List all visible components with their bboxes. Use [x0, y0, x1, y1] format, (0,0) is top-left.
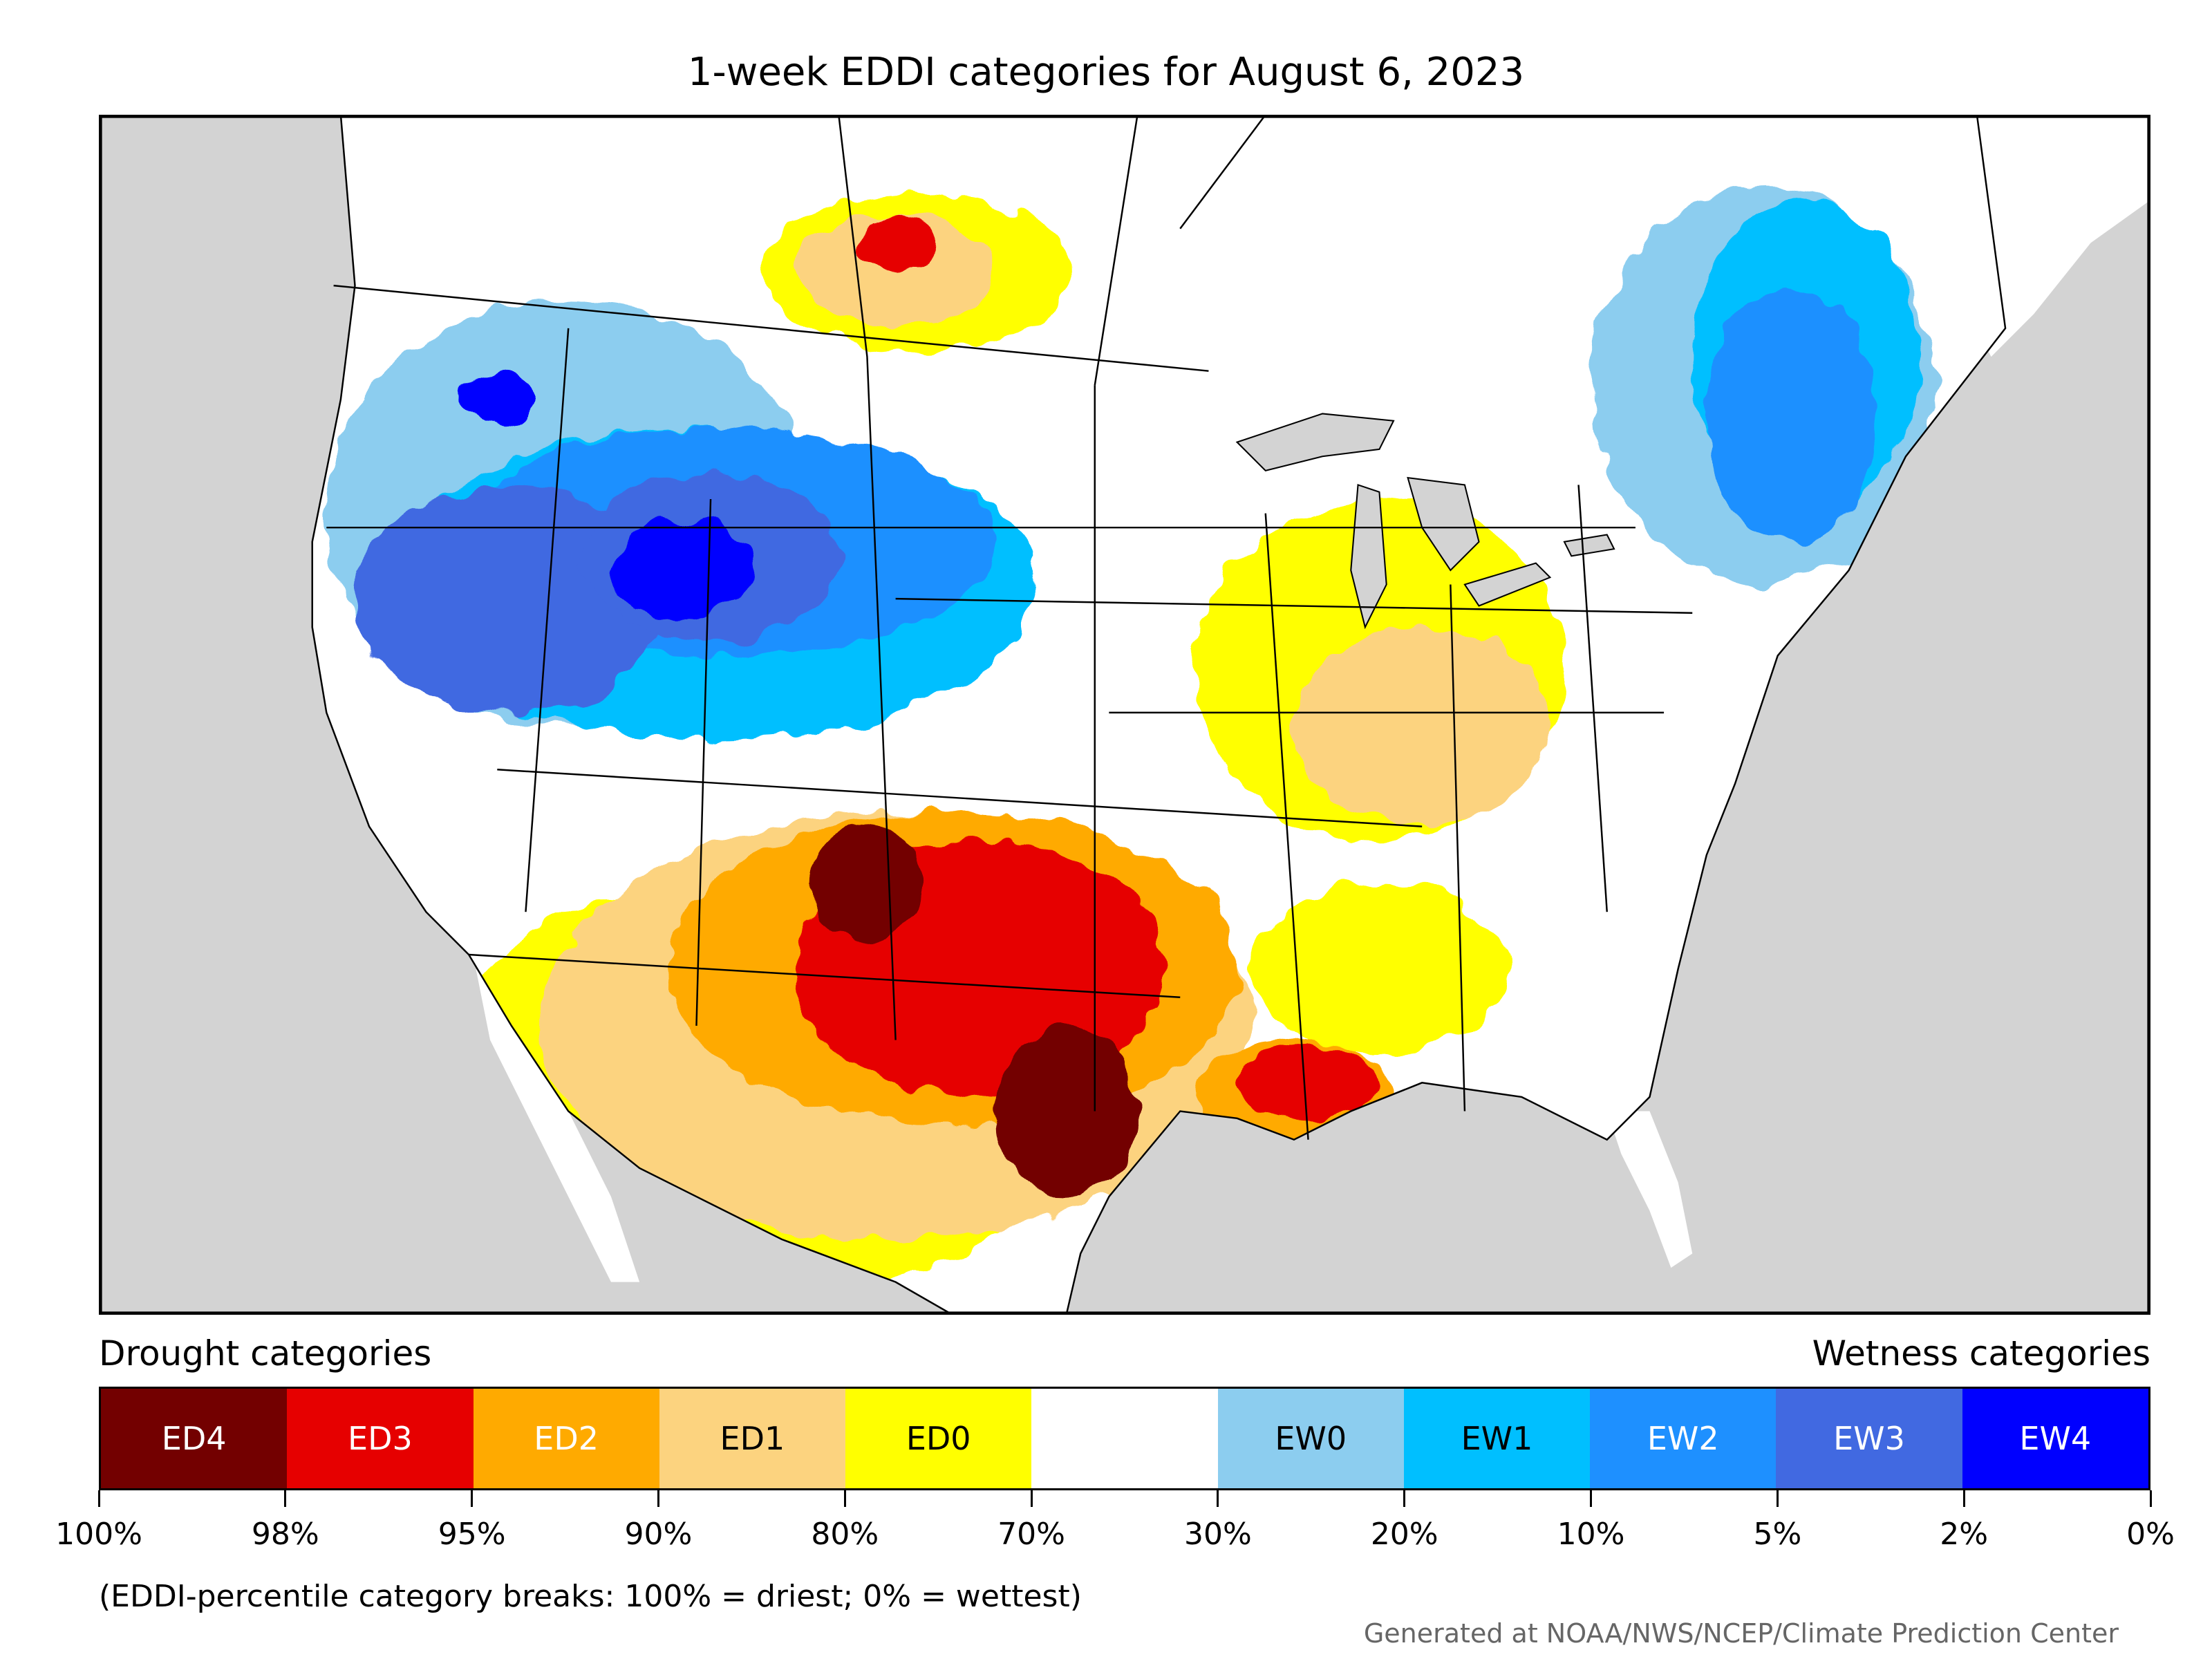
colorbar-tick-label: 70%: [997, 1517, 1065, 1552]
colorbar-segment: ED1: [659, 1389, 846, 1488]
colorbar-tick-label: 98%: [251, 1517, 319, 1552]
colorbar-tick-label: 0%: [2126, 1517, 2175, 1552]
colorbar-tick: [97, 1490, 100, 1507]
wet-anomalies: [326, 185, 1935, 742]
category-breaks-note: (EDDI-percentile category breaks: 100% =…: [99, 1579, 1082, 1614]
colorbar-tick-label: 95%: [438, 1517, 506, 1552]
lake-huron: [1407, 476, 1480, 572]
field-ed1: [1293, 627, 1550, 827]
lake-superior: [1235, 413, 1395, 471]
colorbar-segment: ED4: [101, 1389, 288, 1488]
colorbar-tick: [843, 1490, 846, 1507]
colorbar-tick-label: 10%: [1557, 1517, 1625, 1552]
lake-ontario: [1563, 534, 1615, 557]
colorbar-tick-label: 100%: [55, 1517, 142, 1552]
colorbar-segment: EW3: [1776, 1389, 1962, 1488]
map-frame: [99, 115, 2150, 1315]
colorbar-tick-label: 80%: [811, 1517, 879, 1552]
colorbar-tick: [1030, 1490, 1033, 1507]
colorbar-tick-label: 5%: [1753, 1517, 1802, 1552]
great-lakes: [1235, 413, 1615, 630]
wetness-categories-heading: Wetness categories: [1812, 1333, 2150, 1374]
land-outline: [311, 115, 2007, 1315]
eddi-map: [99, 115, 2150, 1315]
colorbar-tick: [1962, 1490, 1965, 1507]
credit-line: Generated at NOAA/NWS/NCEP/Climate Predi…: [1363, 1618, 2119, 1649]
field-ew2: [1706, 285, 1877, 542]
colorbar-tick: [1403, 1490, 1406, 1507]
colorbar-tick-label: 20%: [1370, 1517, 1438, 1552]
colorbar-tick: [2149, 1490, 2152, 1507]
colorbar-tick: [657, 1490, 659, 1507]
florida-peninsula: [1606, 1111, 1693, 1268]
colorbar-tick: [1776, 1490, 1779, 1507]
field-ew4: [461, 371, 533, 429]
chart-title: 1-week EDDI categories for August 6, 202…: [687, 50, 1525, 95]
colorbar: ED4 ED3 ED2 ED1 ED0 EW0 EW1 EW2 EW3 EW4: [99, 1387, 2150, 1490]
field-ed4: [995, 1025, 1138, 1197]
colorbar-segment: ED0: [845, 1389, 1032, 1488]
field-ed4: [810, 826, 924, 941]
colorbar-tick-label: 90%: [624, 1517, 693, 1552]
colorbar-tick: [1217, 1490, 1219, 1507]
lake-michigan: [1350, 484, 1387, 630]
field-ed3: [860, 214, 932, 272]
field-ed3: [1237, 1047, 1380, 1118]
colorbar-segment: EW0: [1217, 1389, 1404, 1488]
colorbar-segment: [1031, 1389, 1218, 1488]
colorbar-segment: ED2: [473, 1389, 659, 1488]
canada-east-land: [1948, 115, 2150, 357]
colorbar-tick-label: 30%: [1184, 1517, 1252, 1552]
colorbar-tick-label: 2%: [1940, 1517, 1989, 1552]
colorbar-tick: [471, 1490, 474, 1507]
field-ed0: [1251, 883, 1508, 1055]
colorbar-tick: [284, 1490, 287, 1507]
colorbar-segment: ED3: [287, 1389, 474, 1488]
lake-erie: [1463, 562, 1552, 607]
state-boundaries: [326, 115, 1693, 1140]
colorbar-tick: [1590, 1490, 1593, 1507]
baja-peninsula: [476, 968, 640, 1282]
field-ew4: [610, 520, 753, 621]
colorbar-segment: EW2: [1590, 1389, 1777, 1488]
colorbar-segment: EW4: [1962, 1389, 2148, 1488]
drought-categories-heading: Drought categories: [99, 1333, 432, 1374]
colorbar-segment: EW1: [1403, 1389, 1591, 1488]
